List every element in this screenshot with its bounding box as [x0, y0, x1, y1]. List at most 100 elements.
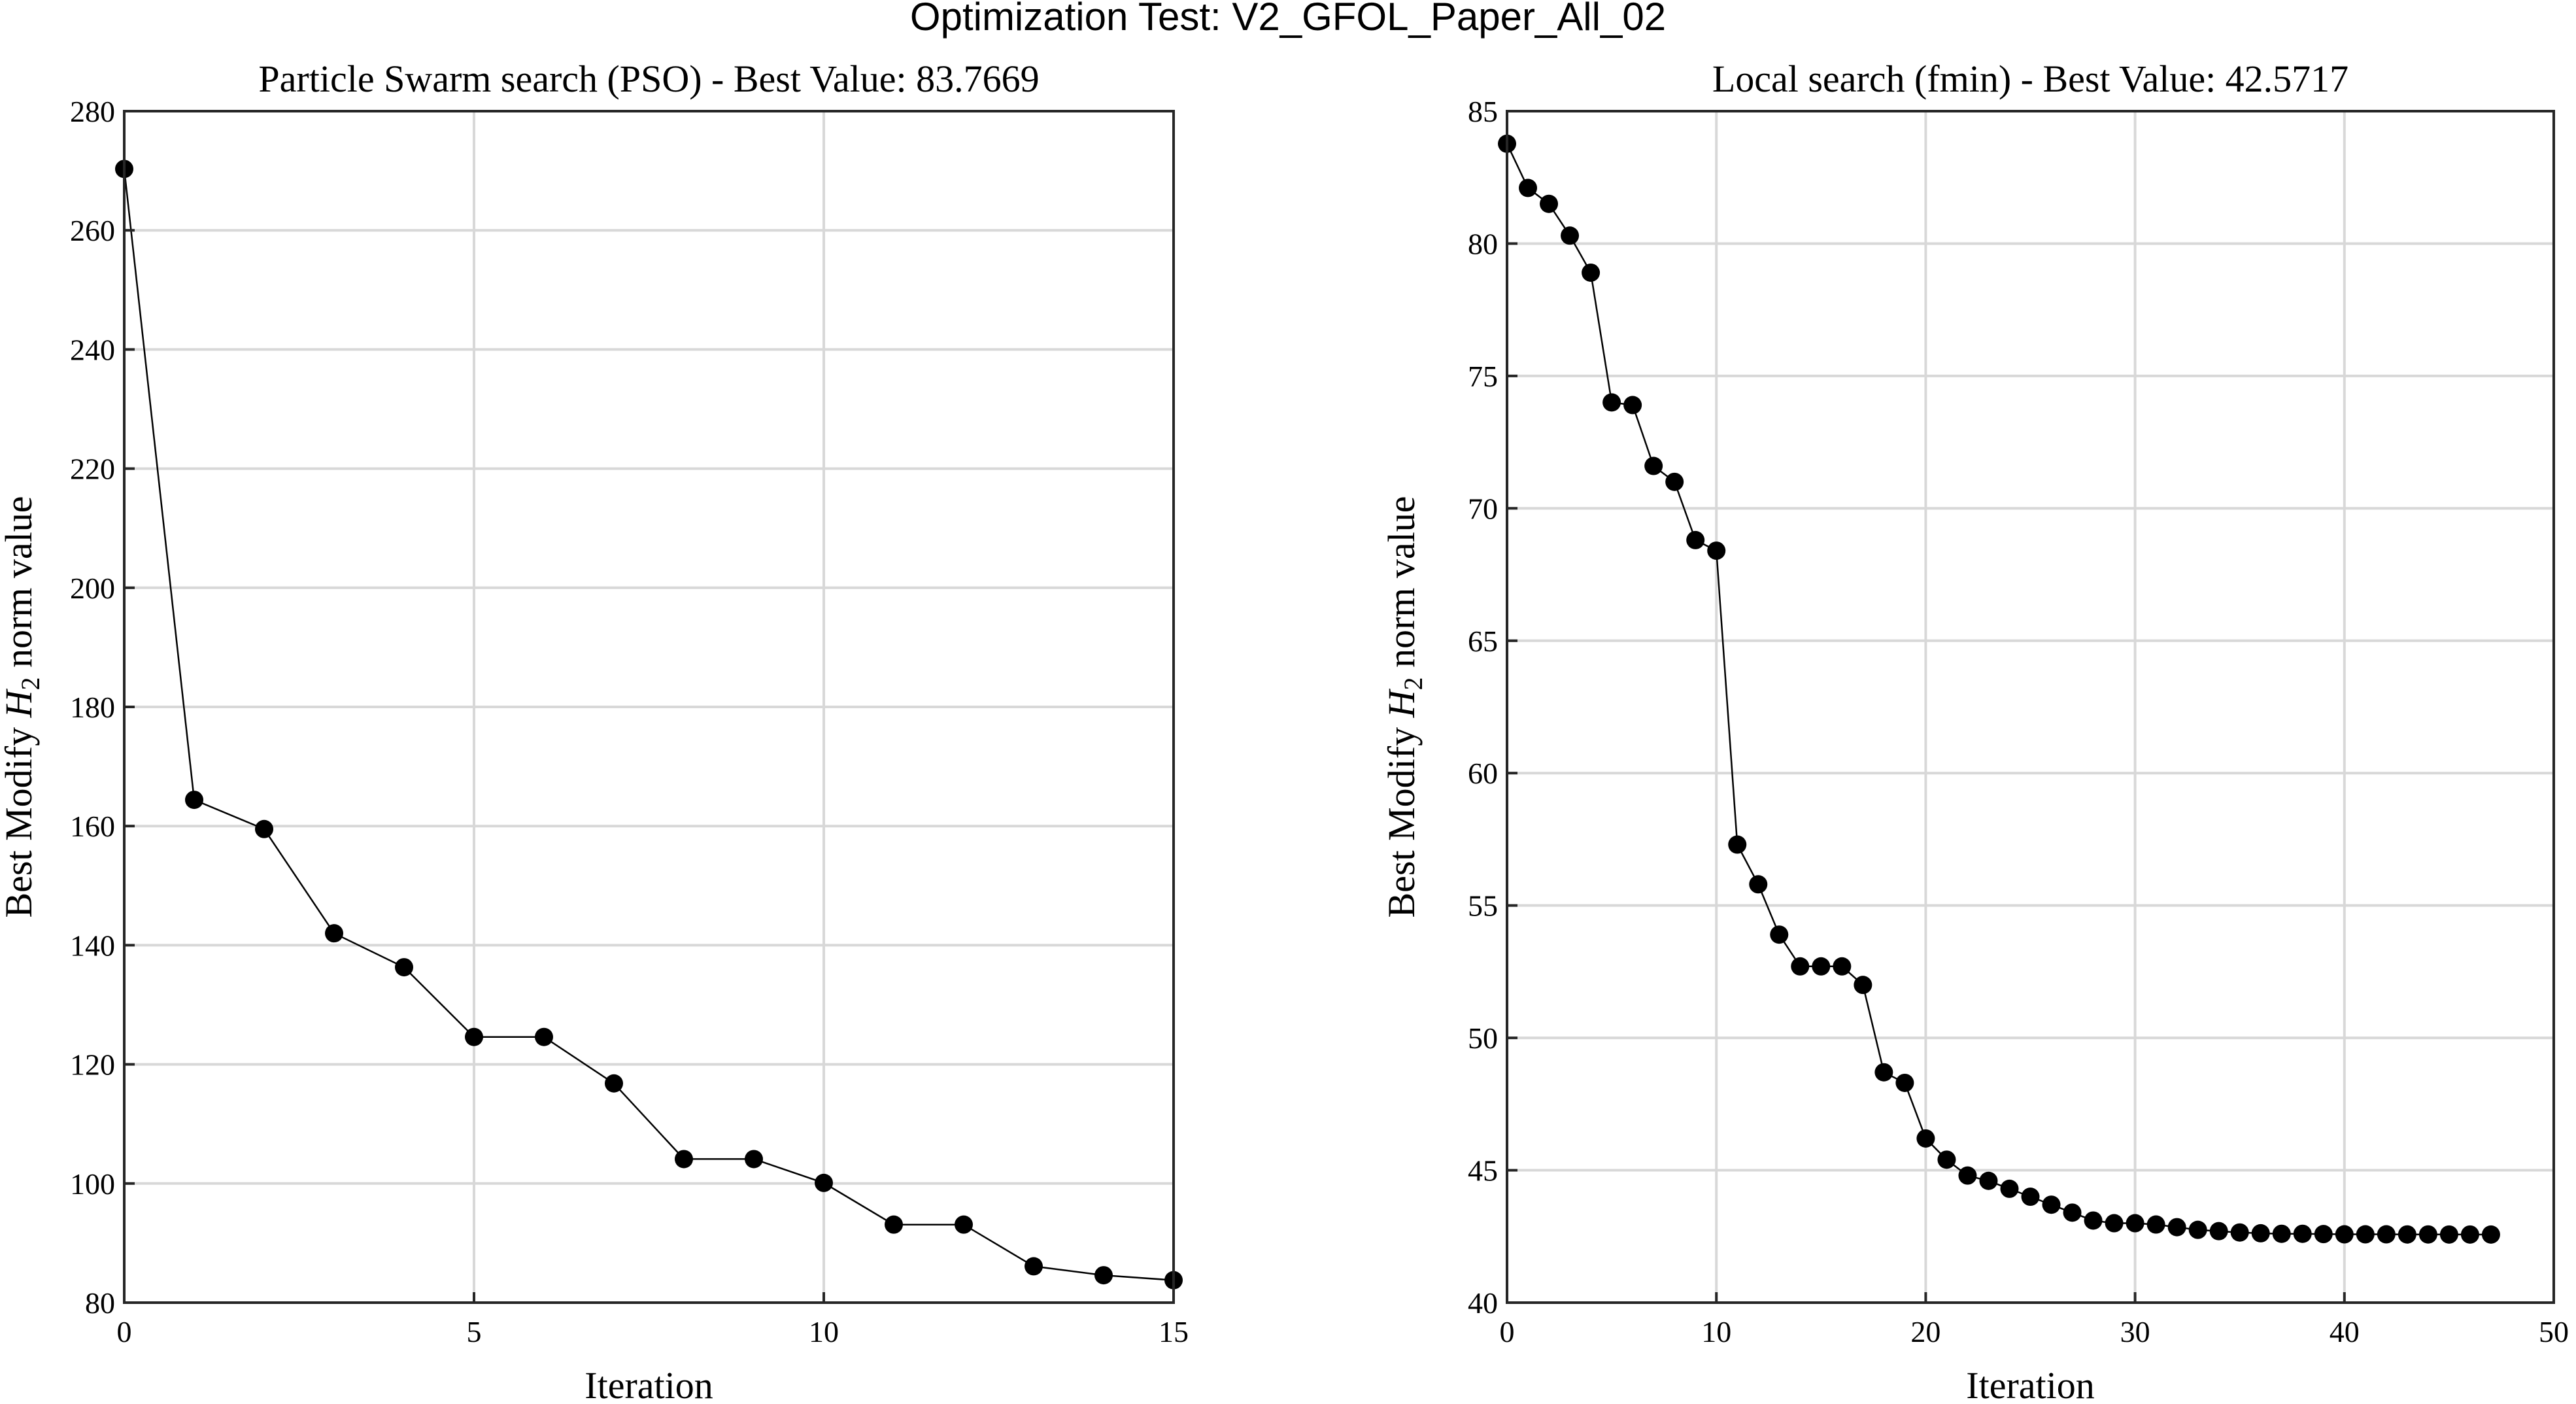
pso-chart-title: Particle Swarm search (PSO) - Best Value…: [258, 58, 1039, 100]
pso-data-point-2: [255, 819, 273, 838]
fmin-data-point-40: [2335, 1225, 2354, 1244]
pso-ticks: 0 5 10 15 80 100 120 140 160 180 200 220 240 260 280: [70, 95, 1189, 1348]
pso-chart-panel: 0 5 10 15 80 100 120 140 160 180 200 220 240 260 280 P…: [0, 58, 1189, 1404]
fmin-chart-title: Local search (fmin) - Best Value: 42.571…: [1712, 58, 2348, 100]
fmin-x-tick-label-2: 20: [1910, 1315, 1940, 1348]
fmin-data-point-10: [1707, 541, 1726, 560]
fmin-y-tick-label-2: 50: [1468, 1021, 1498, 1055]
fmin-y-label-post: norm value: [1380, 496, 1423, 677]
fmin-data-point-45: [2439, 1225, 2458, 1244]
fmin-data-point-5: [1602, 393, 1621, 412]
pso-series-line: [123, 169, 1174, 1281]
fmin-y-label-pre: Best Modify: [1380, 717, 1423, 917]
fmin-data-point-18: [1874, 1063, 1893, 1082]
fmin-y-tick-label-5: 65: [1468, 625, 1498, 658]
fmin-data-point-43: [2398, 1225, 2416, 1244]
fmin-x-tick-label-0: 0: [1500, 1315, 1515, 1348]
fmin-data-point-42: [2377, 1225, 2396, 1244]
pso-y-tick-label-10: 280: [70, 95, 115, 128]
fmin-data-point-19: [1895, 1073, 1914, 1092]
pso-data-point-10: [815, 1173, 833, 1192]
pso-data-point-8: [675, 1150, 693, 1169]
pso-data-point-14: [1094, 1266, 1113, 1285]
fmin-x-tick-label-1: 10: [1701, 1315, 1731, 1348]
fmin-y-tick-label-3: 55: [1468, 889, 1498, 923]
fmin-data-point-1: [1519, 179, 1538, 197]
fmin-series: [1498, 134, 2500, 1244]
pso-data-point-1: [185, 791, 203, 810]
pso-y-tick-label-3: 140: [70, 929, 115, 962]
pso-data-point-9: [745, 1150, 763, 1169]
fmin-y-tick-label-4: 60: [1468, 757, 1498, 790]
fmin-data-point-24: [2000, 1179, 2019, 1198]
pso-y-tick-label-4: 160: [70, 810, 115, 843]
pso-x-tick-label-1: 5: [467, 1315, 482, 1348]
pso-data-point-4: [395, 958, 413, 977]
fmin-data-point-27: [2063, 1203, 2082, 1222]
pso-y-tick-label-7: 220: [70, 453, 115, 486]
fmin-data-point-46: [2460, 1225, 2479, 1244]
fmin-x-axis-label: Iteration: [1966, 1364, 2094, 1404]
fmin-y-label-sub: 2: [1398, 677, 1428, 691]
pso-data-point-13: [1025, 1257, 1043, 1276]
pso-y-tick-label-5: 180: [70, 691, 115, 724]
fmin-data-point-34: [2209, 1222, 2228, 1241]
pso-data-point-5: [465, 1027, 483, 1046]
pso-y-tick-label-1: 100: [70, 1167, 115, 1201]
pso-y-tick-label-8: 240: [70, 333, 115, 366]
pso-y-label-sub: 2: [16, 677, 45, 691]
fmin-data-point-9: [1686, 530, 1705, 549]
pso-series: [115, 160, 1183, 1290]
fmin-data-point-4: [1582, 263, 1601, 282]
fmin-data-point-3: [1561, 226, 1580, 245]
fmin-data-point-20: [1916, 1129, 1935, 1148]
fmin-data-point-32: [2167, 1218, 2186, 1237]
fmin-axes-frame: [1506, 110, 2555, 1304]
fmin-data-point-25: [2021, 1188, 2040, 1207]
pso-data-point-6: [535, 1027, 553, 1046]
pso-y-tick-label-2: 120: [70, 1048, 115, 1082]
fmin-data-point-17: [1854, 976, 1873, 995]
fmin-data-point-38: [2293, 1224, 2312, 1243]
fmin-data-point-15: [1812, 957, 1831, 976]
fmin-data-point-14: [1791, 957, 1810, 976]
fmin-data-point-8: [1665, 472, 1684, 491]
fmin-data-point-37: [2272, 1224, 2291, 1243]
fmin-data-point-33: [2188, 1220, 2207, 1239]
pso-data-point-3: [325, 924, 343, 943]
fmin-y-tick-label-0: 40: [1468, 1286, 1498, 1320]
fmin-data-point-39: [2314, 1225, 2333, 1244]
fmin-data-point-26: [2042, 1195, 2061, 1214]
pso-y-label-pre: Best Modify: [0, 717, 40, 917]
fmin-data-point-30: [2126, 1214, 2144, 1233]
fmin-data-point-2: [1540, 194, 1559, 213]
fmin-ticks: 0 10 20 30 40 50 40 45 50 55 60 65 70 75 80 85: [1468, 95, 2569, 1348]
fmin-chart-panel: 0 10 20 30 40 50 40 45 50 55 60 65 70 75 80 85 Local se…: [1380, 58, 2569, 1404]
fmin-data-point-36: [2251, 1224, 2270, 1242]
fmin-y-tick-label-1: 45: [1468, 1154, 1498, 1188]
fmin-x-tick-label-4: 40: [2330, 1315, 2360, 1348]
fmin-data-point-44: [2418, 1225, 2437, 1244]
pso-y-tick-label-0: 80: [85, 1286, 115, 1320]
fmin-data-point-7: [1644, 456, 1663, 475]
fmin-data-point-23: [1979, 1171, 1998, 1190]
fmin-data-point-31: [2146, 1215, 2165, 1234]
pso-x-tick-label-3: 15: [1159, 1315, 1189, 1348]
fmin-data-point-6: [1623, 396, 1642, 415]
fmin-data-point-29: [2105, 1214, 2124, 1233]
fmin-data-point-47: [2481, 1225, 2500, 1244]
fmin-data-point-12: [1749, 875, 1768, 894]
figure-suptitle: Optimization Test: V2_GFOL_Paper_All_02: [910, 0, 1666, 39]
fmin-data-point-28: [2084, 1211, 2103, 1230]
pso-data-point-7: [605, 1074, 623, 1093]
fmin-data-point-41: [2356, 1225, 2375, 1244]
fmin-x-tick-label-5: 50: [2539, 1315, 2569, 1348]
pso-y-tick-label-9: 260: [70, 214, 115, 247]
pso-x-axis-label: Iteration: [585, 1364, 713, 1404]
fmin-data-point-35: [2230, 1223, 2249, 1242]
fmin-y-tick-label-7: 75: [1468, 360, 1498, 393]
fmin-y-tick-label-9: 85: [1468, 95, 1498, 128]
fmin-x-tick-label-3: 30: [2120, 1315, 2150, 1348]
pso-x-tick-label-0: 0: [117, 1315, 132, 1348]
